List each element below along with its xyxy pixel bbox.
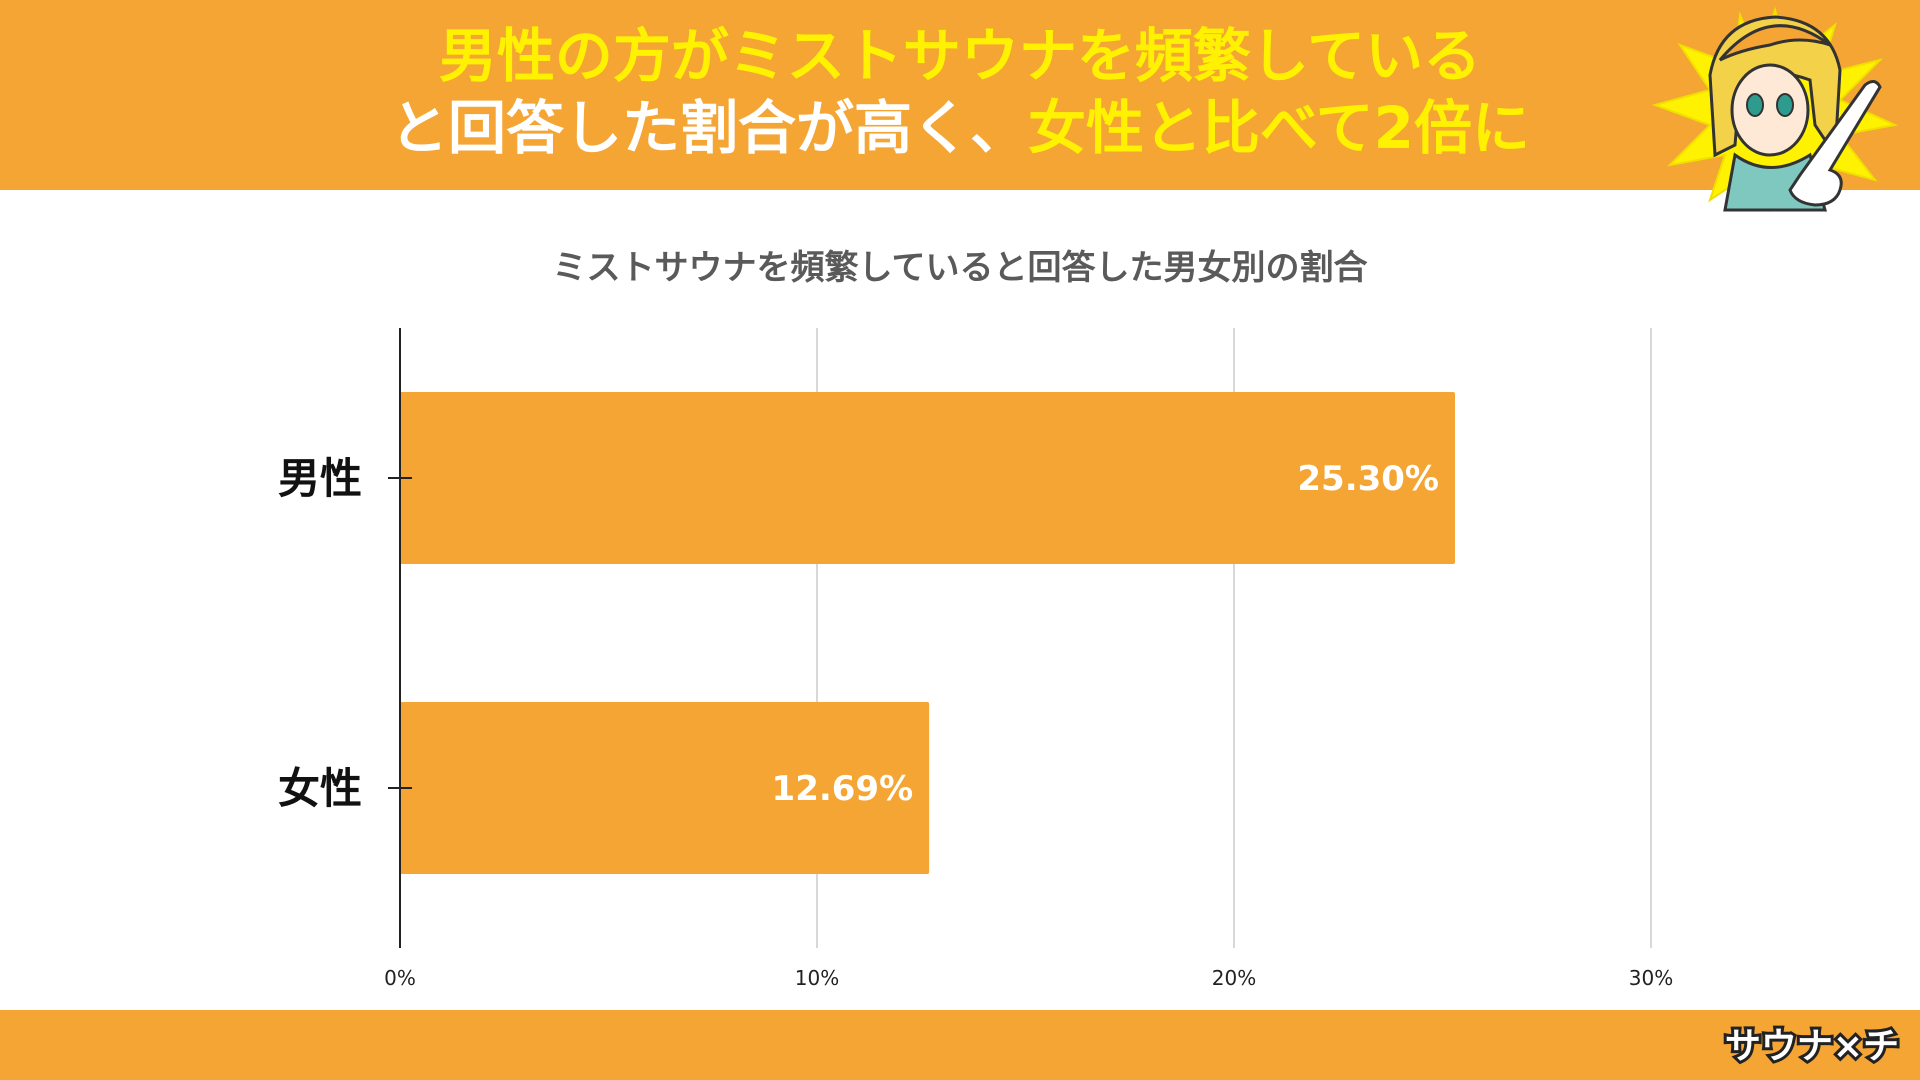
bar — [400, 702, 930, 874]
y-tick-label: 女性 — [278, 764, 362, 813]
headline: 男性の方がミストサウナを頻繁している と回答した割合が高く、女性と比べて2倍に — [280, 20, 1640, 164]
chart-title: ミストサウナを頻繁していると回答した男女別の割合 — [552, 248, 1368, 288]
headline-line-1-text: 男性の方がミストサウナを頻繁している — [438, 22, 1482, 90]
x-tick-label: 10% — [795, 966, 839, 990]
headline-line-1: 男性の方がミストサウナを頻繁している — [280, 20, 1640, 92]
data-label: 12.69% — [772, 769, 914, 809]
face-shape — [1730, 63, 1810, 157]
eye-right — [1776, 93, 1794, 117]
headline-line-2-part-b: 女性と比べて2倍に — [1027, 94, 1531, 162]
logo-text: サウナ×チ — [1725, 1026, 1899, 1067]
header-banner — [0, 0, 1920, 190]
sauna-logo: サウナ×チ — [1722, 1023, 1902, 1070]
hood-shape — [1718, 24, 1831, 62]
mascot-illustration — [1651, 6, 1899, 213]
x-tick-label: 30% — [1629, 966, 1673, 990]
footer-bar — [0, 1010, 1920, 1080]
headline-line-2-part-a: と回答した割合が高く、 — [389, 94, 1028, 162]
headline-line-2: と回答した割合が高く、女性と比べて2倍に — [280, 92, 1640, 164]
pointing-hand — [1788, 80, 1882, 207]
y-tick-label: 男性 — [278, 454, 362, 503]
x-tick-label: 0% — [384, 966, 416, 990]
eye-left — [1746, 93, 1764, 117]
x-tick-label: 20% — [1212, 966, 1256, 990]
bar-chart: 0% 10% 20% 30% 25.30% 男性 12.69% 女性 — [278, 328, 1673, 990]
bar — [400, 392, 1456, 564]
data-label: 25.30% — [1297, 459, 1439, 499]
